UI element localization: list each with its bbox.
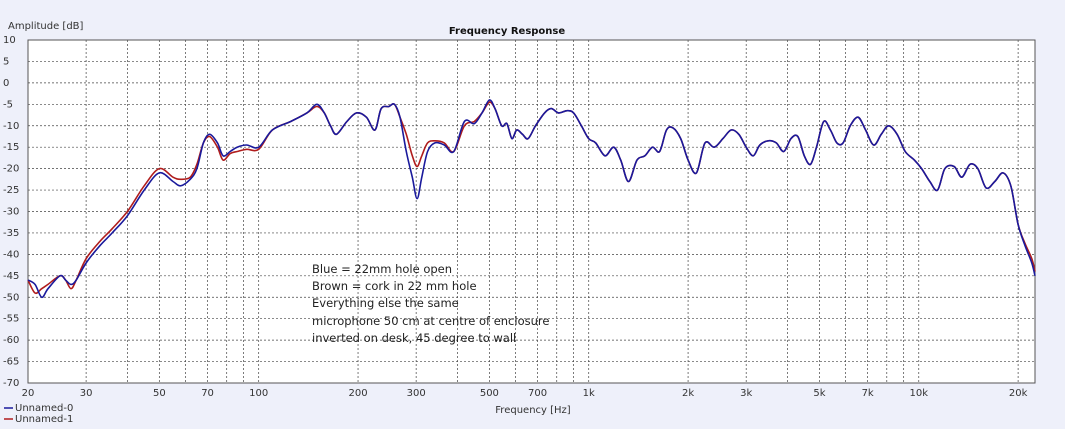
series-lines	[27, 99, 1036, 299]
plot-frame	[27, 39, 1036, 384]
y-tick-label-5: -15	[3, 142, 19, 153]
y-tick-label-12: -50	[3, 292, 19, 303]
annotation-line-5: inverted on desk, 45 degree to wall	[312, 331, 516, 345]
x-tick-label-7: 500	[480, 388, 499, 399]
y-tick-label-4: -10	[3, 121, 19, 132]
y-tick-label-2: 0	[3, 78, 9, 89]
x-tick-label-3: 70	[201, 388, 214, 399]
series-line-0	[27, 99, 1036, 299]
x-tick-label-10: 2k	[682, 388, 694, 399]
x-tick-label-5: 200	[348, 388, 367, 399]
x-tick-label-9: 1k	[583, 388, 595, 399]
x-tick-label-4: 100	[249, 388, 268, 399]
x-tick-label-6: 300	[407, 388, 426, 399]
y-tick-label-15: -65	[3, 357, 19, 368]
legend-label-1: Unnamed-1	[15, 414, 73, 425]
annotation-line-2: Brown = cork in 22 mm hole	[312, 279, 477, 293]
annotation-line-1: Blue = 22mm hole open	[312, 262, 452, 276]
y-axis-ticks: 10 5 0 -5 -10 -15 -20 -25 -30 -35 -40 -45 -50 -55 -60 -…	[3, 35, 19, 389]
x-tick-label-2: 50	[153, 388, 166, 399]
y-tick-label-0: 10	[3, 35, 16, 46]
x-tick-label-13: 7k	[862, 388, 874, 399]
x-tick-label-11: 3k	[740, 388, 752, 399]
annotation-block: Blue = 22mm hole open Brown = cork in 22…	[312, 262, 549, 345]
y-tick-label-16: -70	[3, 378, 19, 389]
x-tick-label-12: 5k	[813, 388, 825, 399]
y-tick-label-13: -55	[3, 314, 19, 325]
y-tick-label-6: -20	[3, 164, 19, 175]
chart-title: Frequency Response	[449, 26, 566, 37]
y-axis-label: Amplitude [dB]	[8, 21, 84, 32]
x-tick-label-14: 10k	[910, 388, 929, 399]
x-axis-ticks: 20 30 50 70 100 200 300 500 700 1k 2k 3k 5k 7k 10k 20k	[22, 388, 1028, 399]
legend: Unnamed-0 Unnamed-1	[4, 403, 73, 425]
plot-area	[28, 40, 1035, 383]
y-tick-label-7: -25	[3, 185, 19, 196]
x-tick-label-15: 20k	[1009, 388, 1028, 399]
y-tick-label-10: -40	[3, 249, 19, 260]
y-tick-label-11: -45	[3, 271, 19, 282]
y-tick-label-3: -5	[3, 99, 13, 110]
x-tick-label-8: 700	[528, 388, 547, 399]
y-tick-label-9: -35	[3, 228, 19, 239]
y-tick-label-14: -60	[3, 335, 19, 346]
y-tick-label-8: -30	[3, 207, 19, 218]
annotation-line-4: microphone 50 cm at centre of enclosure	[312, 314, 549, 328]
y-tick-label-1: 5	[3, 56, 9, 67]
grid-lines	[28, 40, 1035, 383]
annotation-line-3: Everything else the same	[312, 296, 459, 310]
x-tick-label-1: 30	[80, 388, 93, 399]
x-axis-label: Frequency [Hz]	[495, 405, 571, 416]
x-tick-label-0: 20	[22, 388, 35, 399]
legend-label-0: Unnamed-0	[15, 403, 73, 414]
